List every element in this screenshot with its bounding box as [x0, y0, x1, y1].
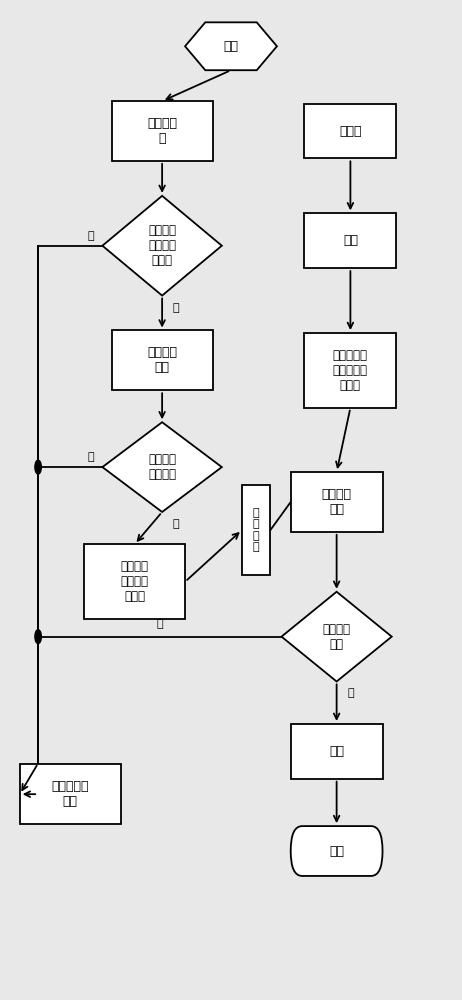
Text: 导引头搜
索: 导引头搜 索 — [147, 117, 177, 145]
Text: 是: 是 — [173, 519, 179, 529]
Text: 判断是否
探测到同
步信号: 判断是否 探测到同 步信号 — [148, 224, 176, 267]
FancyBboxPatch shape — [20, 764, 121, 824]
Text: 开始: 开始 — [224, 40, 238, 53]
FancyBboxPatch shape — [84, 544, 185, 619]
FancyBboxPatch shape — [112, 330, 213, 390]
Text: 激光器: 激光器 — [339, 125, 362, 138]
Text: 导引头继续
搜索: 导引头继续 搜索 — [52, 780, 89, 808]
Text: 锁定: 锁定 — [329, 745, 344, 758]
Circle shape — [35, 460, 41, 474]
FancyBboxPatch shape — [304, 104, 396, 158]
FancyBboxPatch shape — [242, 485, 270, 575]
FancyBboxPatch shape — [304, 333, 396, 408]
Text: 选
通
脉
冲: 选 通 脉 冲 — [253, 508, 260, 552]
Text: 判断是否
目标: 判断是否 目标 — [322, 623, 351, 651]
Text: 信号采集
处理: 信号采集 处理 — [322, 488, 352, 516]
Text: 是: 是 — [347, 688, 354, 698]
Text: 是: 是 — [173, 303, 179, 313]
Text: 否: 否 — [88, 452, 94, 462]
Text: 可变延时
脉冲信号
发生器: 可变延时 脉冲信号 发生器 — [121, 560, 149, 603]
Text: 否: 否 — [88, 231, 94, 241]
Circle shape — [35, 630, 41, 644]
FancyBboxPatch shape — [291, 472, 383, 532]
FancyBboxPatch shape — [291, 724, 383, 779]
Text: 目标: 目标 — [343, 234, 358, 247]
Polygon shape — [281, 592, 392, 681]
Text: 结束: 结束 — [329, 845, 344, 858]
FancyBboxPatch shape — [112, 101, 213, 161]
Polygon shape — [103, 422, 222, 512]
Text: 否: 否 — [157, 619, 163, 629]
Text: 目标回波及
大气后向散
射回波: 目标回波及 大气后向散 射回波 — [333, 349, 368, 392]
FancyBboxPatch shape — [304, 213, 396, 268]
Text: 距离计数
开启: 距离计数 开启 — [147, 346, 177, 374]
Text: 判断波门
是否选通: 判断波门 是否选通 — [148, 453, 176, 481]
FancyBboxPatch shape — [291, 826, 383, 876]
Polygon shape — [103, 196, 222, 296]
Polygon shape — [185, 22, 277, 70]
